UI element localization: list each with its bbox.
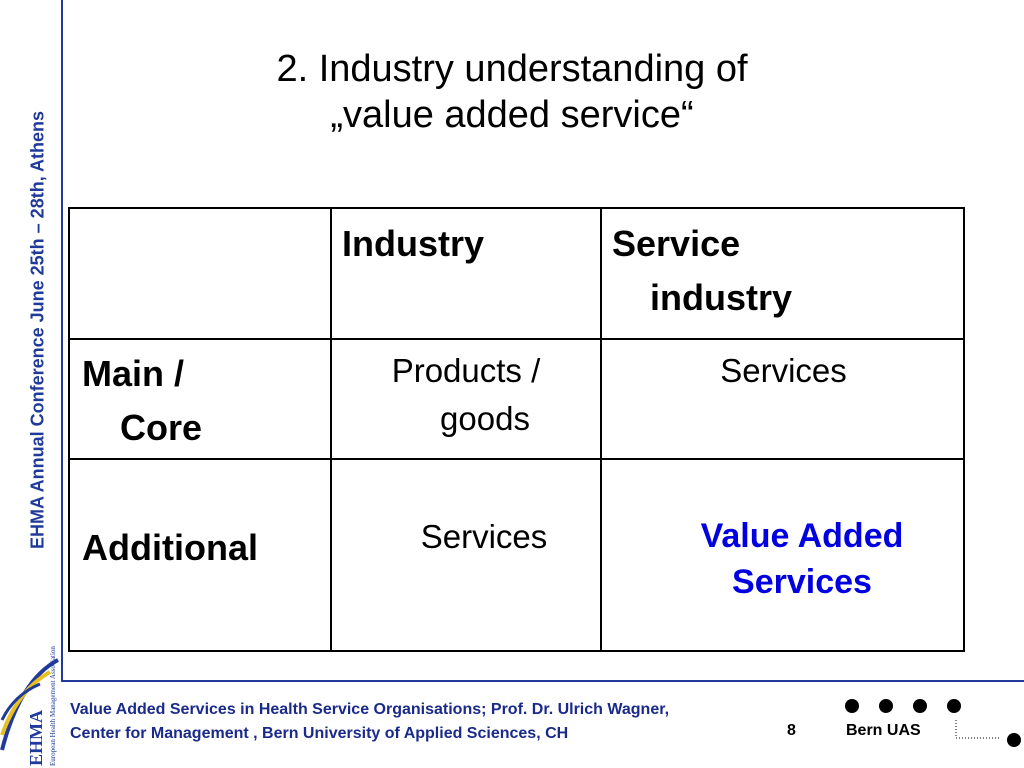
side-rule <box>61 0 63 682</box>
cell-line: industry <box>650 277 793 318</box>
footer: Value Added Services in Health Service O… <box>70 698 669 746</box>
col-rule <box>330 209 332 650</box>
cell-line: Value Added <box>700 517 904 555</box>
row-rule <box>70 338 963 340</box>
cell-line: Main / <box>82 353 185 394</box>
col-rule <box>600 209 602 650</box>
cell-line: Service <box>612 223 741 264</box>
row-label: Main / Core <box>82 347 202 455</box>
cell: Products / goods <box>332 347 600 443</box>
cell: Services <box>602 347 965 395</box>
title: 2. Industry understanding of „value adde… <box>0 46 1024 138</box>
brand-dots <box>845 699 1021 747</box>
cell: Services <box>350 513 618 561</box>
cell-line: Additional <box>82 527 258 568</box>
cell-line: Services <box>720 352 847 389</box>
logo-text: EHMA <box>26 710 46 766</box>
page-number: 8 <box>787 722 796 739</box>
row-rule <box>70 458 963 460</box>
brand: Bern UAS <box>846 722 921 739</box>
row-label: Additional <box>82 521 258 575</box>
footer-line: Value Added Services in Health Service O… <box>70 701 670 718</box>
logo-caption: European Health Management Association <box>49 646 57 766</box>
cell-line: Services <box>732 563 872 601</box>
title-line: 2. Industry understanding of <box>276 48 748 90</box>
footer-line: Center for Management , Bern University … <box>70 725 569 742</box>
header-cell: Industry <box>342 217 484 271</box>
cell-line: goods <box>440 400 530 437</box>
header-cell: Service industry <box>612 217 792 325</box>
cell-line: Industry <box>342 223 485 264</box>
conference-label: EHMA Annual Conference June 25th – 28th,… <box>27 110 48 550</box>
title-line: „value added service“ <box>330 94 694 136</box>
cell-line: Core <box>120 407 203 448</box>
cell-highlight: Value Added Services <box>602 513 1002 605</box>
cell-line: Products / <box>391 352 541 389</box>
logo: EHMA European Health Management Associat… <box>0 646 59 766</box>
cell-line: Services <box>420 518 548 555</box>
bottom-rule <box>61 680 1024 682</box>
table: Industry Service industry Main / Core Pr… <box>68 207 965 652</box>
